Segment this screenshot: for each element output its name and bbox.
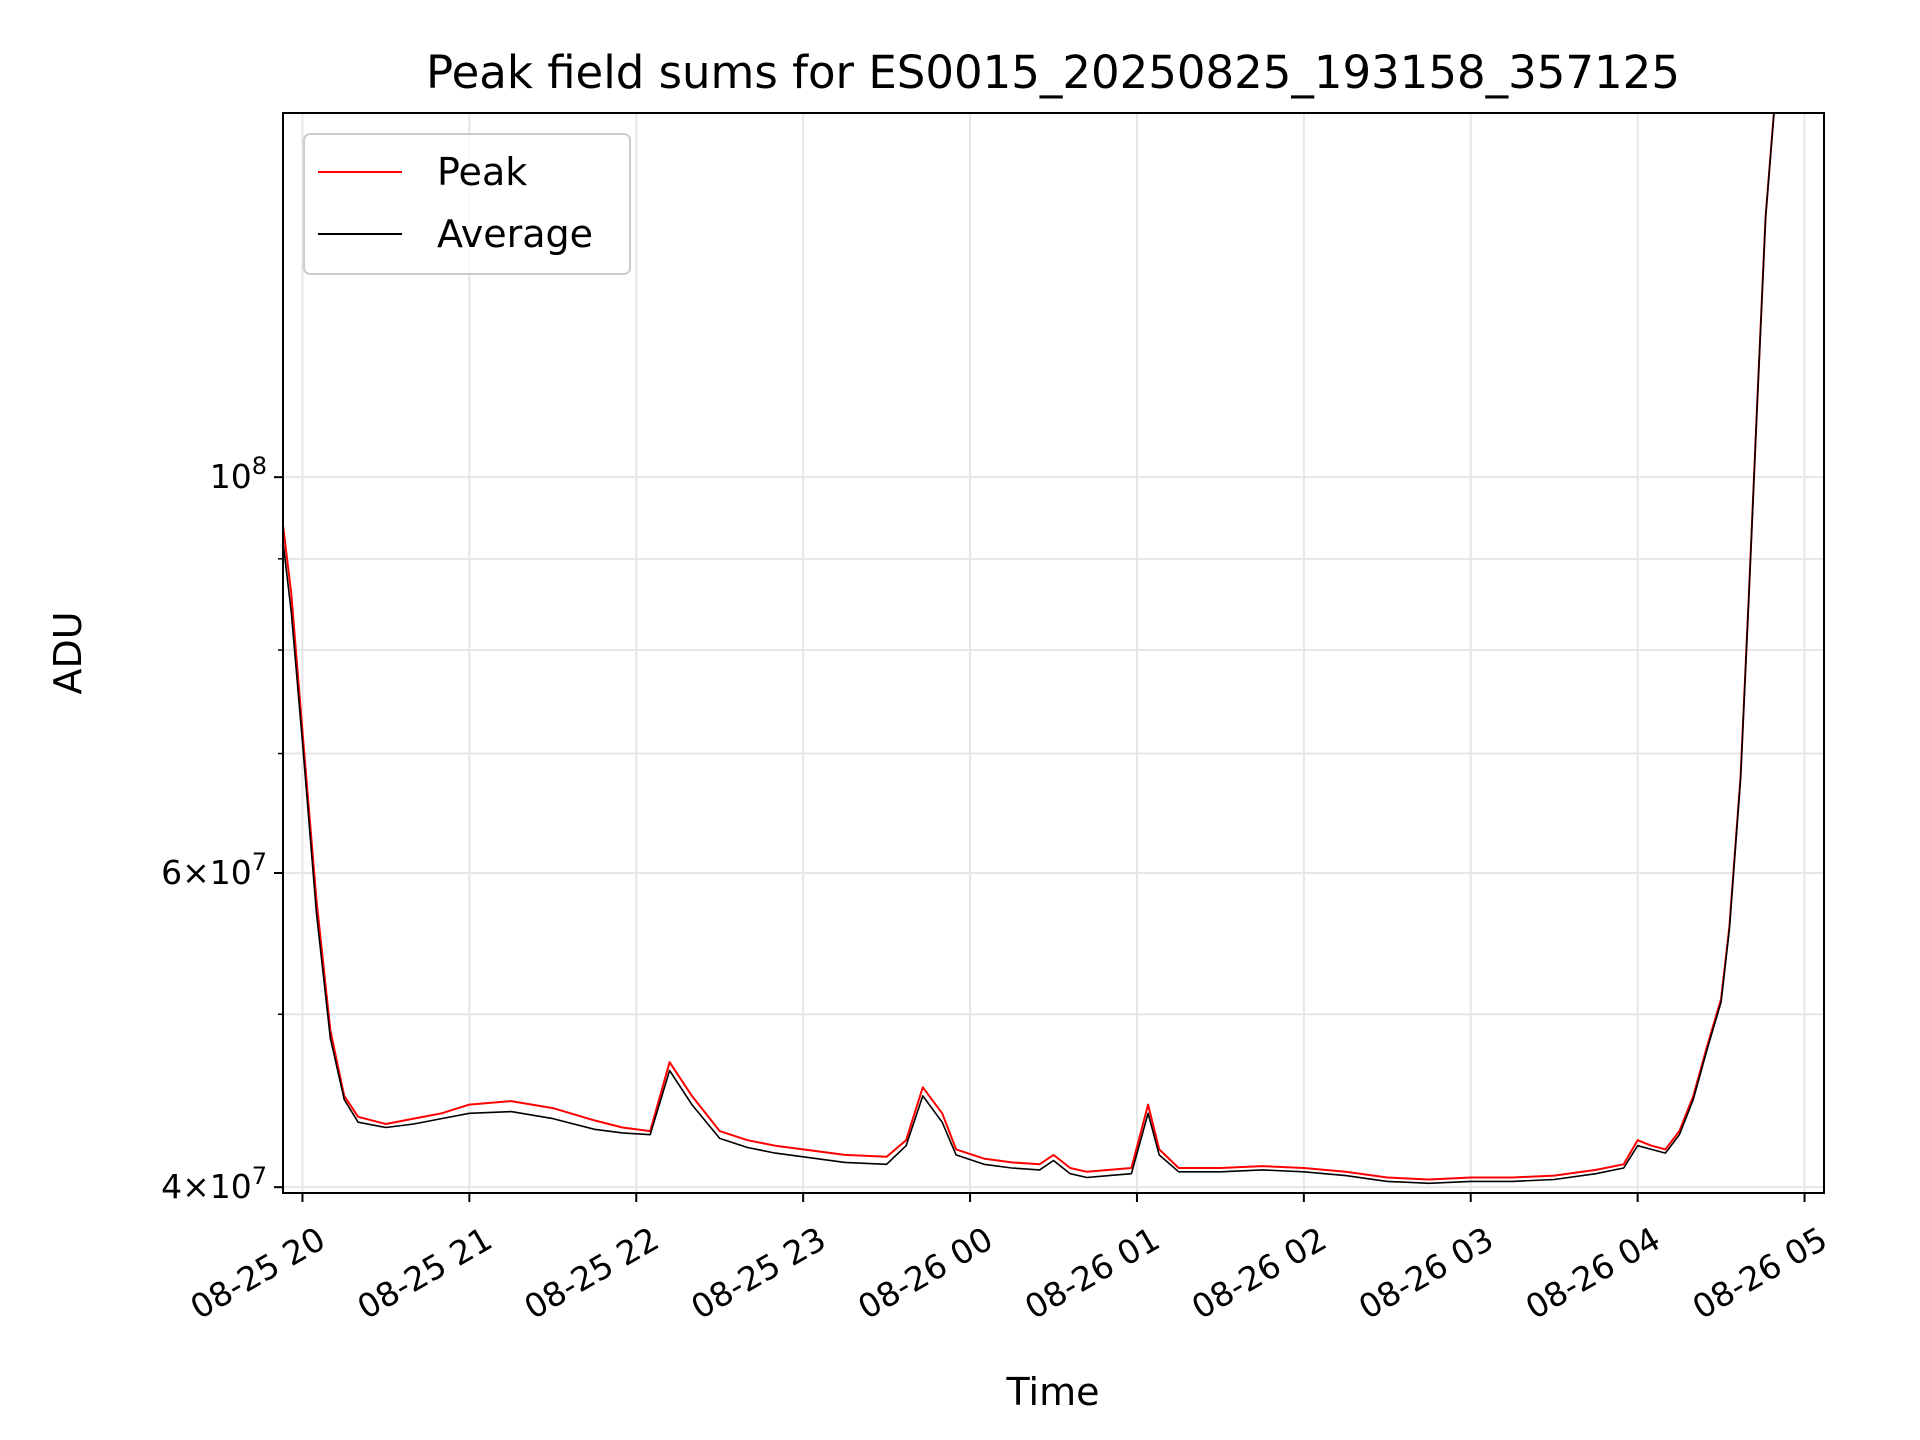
series-line-peak [283, 113, 1775, 1181]
x-axis-label: Time [1006, 1370, 1100, 1414]
y-tick-base: 10 [210, 457, 252, 496]
legend: Peak Average [303, 133, 631, 275]
y-tick-times: × [182, 853, 210, 892]
y-tick-exponent: 7 [252, 1162, 267, 1190]
plot-frame [282, 112, 1825, 1194]
chart-title: Peak field sums for ES0015_20250825_1931… [426, 46, 1680, 99]
y-axis-label: ADU [46, 611, 90, 694]
y-tick-label: 6×107 [161, 848, 267, 892]
legend-label-average: Average [437, 212, 593, 256]
legend-label-peak: Peak [437, 150, 527, 194]
series-line-average [283, 113, 1776, 1185]
series-layer [283, 113, 1776, 1185]
y-tick-ten: 10 [210, 1167, 252, 1206]
grid [283, 113, 1824, 1193]
y-tick-ten: 10 [210, 853, 252, 892]
y-tick-base: 6 [161, 853, 182, 892]
y-tick-exponent: 8 [252, 452, 267, 480]
y-tick-exponent: 7 [252, 848, 267, 876]
y-tick-times: × [182, 1167, 210, 1206]
y-tick-label: 4×107 [161, 1162, 267, 1206]
y-tick-base: 4 [161, 1167, 182, 1206]
legend-frame [303, 133, 631, 275]
y-tick-label: 108 [210, 452, 267, 496]
